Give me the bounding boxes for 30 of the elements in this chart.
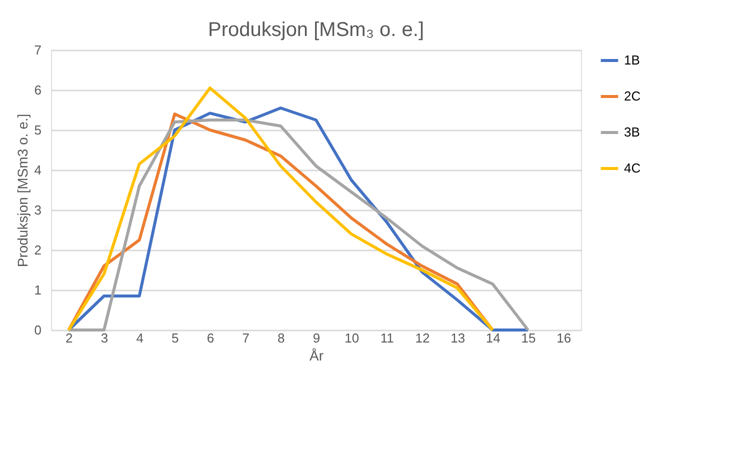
x-tick-label: 6 <box>206 330 214 346</box>
x-tick-label: 12 <box>415 330 430 346</box>
x-tick-label: 4 <box>136 330 144 346</box>
x-axis-title: År <box>310 348 324 364</box>
y-tick-label: 6 <box>34 82 42 98</box>
x-tick-label: 9 <box>312 330 320 346</box>
x-tick-label: 15 <box>521 330 536 346</box>
x-tick-label: 11 <box>380 330 394 346</box>
y-tick-label: 2 <box>34 242 42 258</box>
y-tick-label: 4 <box>34 162 42 178</box>
legend-label: 4C <box>624 160 641 176</box>
y-axis-title: Produksjon [MSm3 o. e.] <box>14 114 30 268</box>
x-tick-label: 5 <box>172 330 179 346</box>
y-tick-label: 1 <box>34 282 42 298</box>
legend-label: 3B <box>624 124 640 140</box>
legend-label: 2C <box>624 88 641 104</box>
x-tick-label: 8 <box>278 330 285 346</box>
chart-title: Produksjon [MSm₃ o. e.] <box>208 19 424 41</box>
x-tick-label: 10 <box>344 330 360 346</box>
legend-label: 1B <box>624 52 640 68</box>
x-tick-label: 7 <box>242 330 250 346</box>
x-tick-label: 14 <box>486 330 500 346</box>
y-tick-label: 0 <box>34 322 42 338</box>
x-tick-label: 3 <box>100 330 108 346</box>
x-tick-label: 13 <box>450 330 466 346</box>
x-tick-label: 16 <box>556 330 572 346</box>
y-tick-label: 5 <box>34 122 42 138</box>
x-tick-label: 2 <box>66 330 73 346</box>
y-tick-label: 3 <box>34 202 42 218</box>
y-tick-label: 7 <box>34 42 42 58</box>
